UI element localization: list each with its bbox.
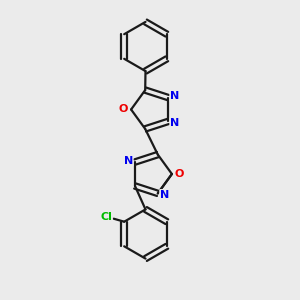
Text: N: N [124,156,133,166]
Text: N: N [170,118,179,128]
Text: N: N [170,91,179,101]
Text: Cl: Cl [100,212,112,222]
Text: O: O [174,169,184,179]
Text: N: N [160,190,169,200]
Text: O: O [119,104,128,115]
